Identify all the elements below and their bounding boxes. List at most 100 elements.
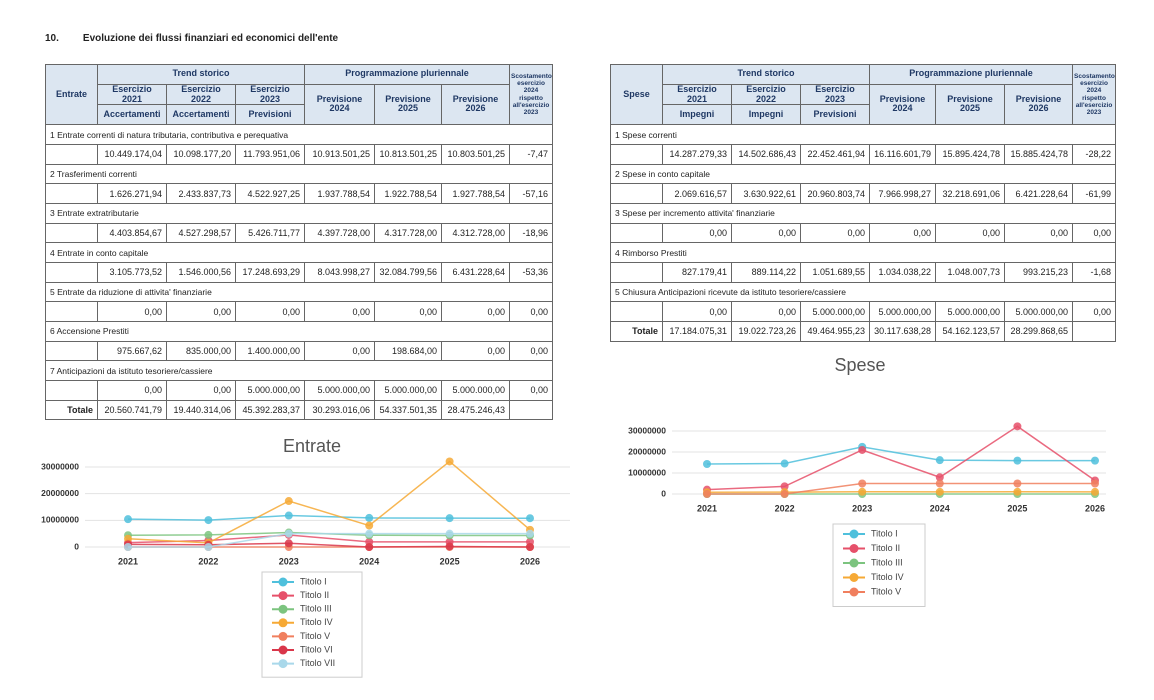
point [1013, 487, 1022, 496]
series-line [128, 532, 530, 548]
point [1013, 479, 1022, 488]
point [526, 514, 534, 523]
column-header: Esercizio 2022 [166, 83, 236, 106]
column-header: Previsione 2024 [304, 83, 376, 126]
legend-marker [278, 591, 288, 601]
y-tick-label: 10000000 [41, 515, 79, 525]
series-line [127, 534, 531, 544]
column-header: Esercizio 2022 [731, 83, 801, 106]
value-cell: 4.522.927,25 [234, 183, 306, 204]
column-header: Previsione 2024 [869, 83, 937, 126]
subcolumn-header: Previsioni [799, 104, 871, 126]
series-line [706, 425, 1096, 491]
total-row: Totale 17.184.075,31 19.022.723,26 49.464.9… [610, 321, 1117, 342]
value-cell: 22.452.461,94 [799, 143, 871, 165]
series-line [127, 460, 531, 544]
legend-label: Titolo VII [300, 658, 335, 668]
column-header: Esercizio 2021 [97, 83, 167, 106]
heading-number: 10. [45, 33, 59, 44]
x-tick-label: 2021 [697, 503, 717, 513]
deviation-header: Scostamento esercizio 2024 rispetto all'… [509, 63, 554, 126]
header-row: Esercizio 2021 Esercizio 2022 Esercizio 20… [611, 83, 1116, 126]
point [1013, 456, 1022, 465]
point [124, 534, 132, 543]
x-tick-label: 2021 [118, 556, 138, 566]
point [526, 529, 534, 538]
data-table: Spese Trend storico Programmazione plurien… [609, 63, 1117, 342]
total-row: Totale 20.560.741,79 19.440.314,06 45.392.2… [45, 399, 554, 421]
value-row: 0,00 0,00 0,00 0,00 0,00 0,00 0,00 [610, 222, 1117, 244]
point [284, 539, 293, 548]
subcolumn-header: Accertamenti [166, 104, 236, 126]
y-tick-label: 20000000 [41, 488, 79, 498]
legend-label: Titolo V [300, 631, 330, 641]
legend-marker [278, 604, 288, 614]
point [204, 516, 213, 525]
legend-marker [278, 577, 288, 587]
x-tick-label: 2026 [1085, 503, 1105, 513]
legend-marker [278, 631, 288, 641]
y-tick-label: 30000000 [628, 425, 666, 435]
x-tick-label: 2025 [1007, 503, 1027, 513]
subcolumn-header: Impegni [662, 104, 732, 126]
corner-header: Entrate [45, 63, 98, 126]
point [703, 490, 711, 498]
heading: 10. Evoluzione dei flussi finanziari ed e… [45, 33, 362, 44]
value-row: 4.403.854,67 4.527.298,57 5.426.711,77 4.39… [45, 222, 554, 244]
x-tick-label: 2025 [440, 556, 460, 566]
legend-label: Titolo III [300, 604, 332, 614]
point [365, 543, 374, 551]
legend-box [261, 571, 363, 678]
y-tick-label: 10000000 [628, 467, 666, 477]
y-tick-label: 0 [74, 541, 79, 551]
value-row: 827.179,41 889.114,22 1.051.689,55 1.034.03… [610, 261, 1117, 283]
point [445, 529, 454, 538]
legend-marker [849, 529, 859, 539]
legend-label: Titolo V [871, 586, 901, 596]
point [935, 473, 944, 482]
legend-marker [278, 618, 288, 628]
y-tick-label: 20000000 [628, 446, 666, 456]
legend-label: Titolo II [300, 590, 329, 600]
legend-marker [849, 587, 859, 597]
point [858, 479, 867, 488]
legend-marker [849, 573, 859, 582]
value-row: 0,00 0,00 0,00 0,00 0,00 0,00 0,00 [45, 301, 554, 323]
column-header: Previsione 2025 [374, 83, 443, 126]
empty-cell [509, 399, 554, 421]
column-header: Previsione 2025 [935, 83, 1006, 126]
header-row: Spese Trend storico Programmazione plurien… [610, 63, 1117, 126]
legend-label: Titolo II [871, 543, 900, 553]
legend-box [832, 523, 926, 607]
point [858, 487, 867, 496]
chart-title: Entrate [283, 436, 341, 456]
point [365, 513, 374, 522]
table-wrap: Spese Trend storico Programmazione plurien… [609, 63, 1117, 342]
value-cell: 5.000.000,00 [1004, 301, 1074, 323]
x-tick-label: 2024 [930, 503, 950, 513]
point [445, 542, 454, 551]
deviation-header: Scostamento esercizio 2024 rispetto all'… [1072, 63, 1117, 126]
point [124, 515, 132, 524]
group-header: Trend storico [661, 64, 871, 85]
point [780, 490, 789, 498]
point [1091, 487, 1099, 496]
series-line [127, 542, 531, 548]
column-header: Esercizio 2023 [799, 83, 871, 106]
point [1091, 456, 1099, 465]
corner-header: Spese [610, 63, 663, 126]
total-cell: 17.184.075,31 [662, 321, 732, 342]
legend-label: Titolo IV [871, 572, 904, 582]
value-row: 0,00 0,00 5.000.000,00 5.000.000,00 5.000.00… [610, 301, 1117, 323]
subcolumn-header: Previsioni [234, 104, 306, 126]
series-line [127, 514, 531, 521]
series-line [706, 446, 1096, 465]
series-line [707, 482, 1095, 495]
header-row: Esercizio 2021 Esercizio 2022 Esercizio 20… [46, 83, 553, 126]
x-tick-label: 2022 [198, 556, 218, 566]
column-header: Previsione 2026 [441, 83, 511, 126]
total-cell: 49.464.955,23 [799, 321, 871, 342]
value-row: 0,00 0,00 5.000.000,00 5.000.000,00 5.000.00… [45, 380, 554, 401]
group-header: Trend storico [96, 64, 306, 85]
